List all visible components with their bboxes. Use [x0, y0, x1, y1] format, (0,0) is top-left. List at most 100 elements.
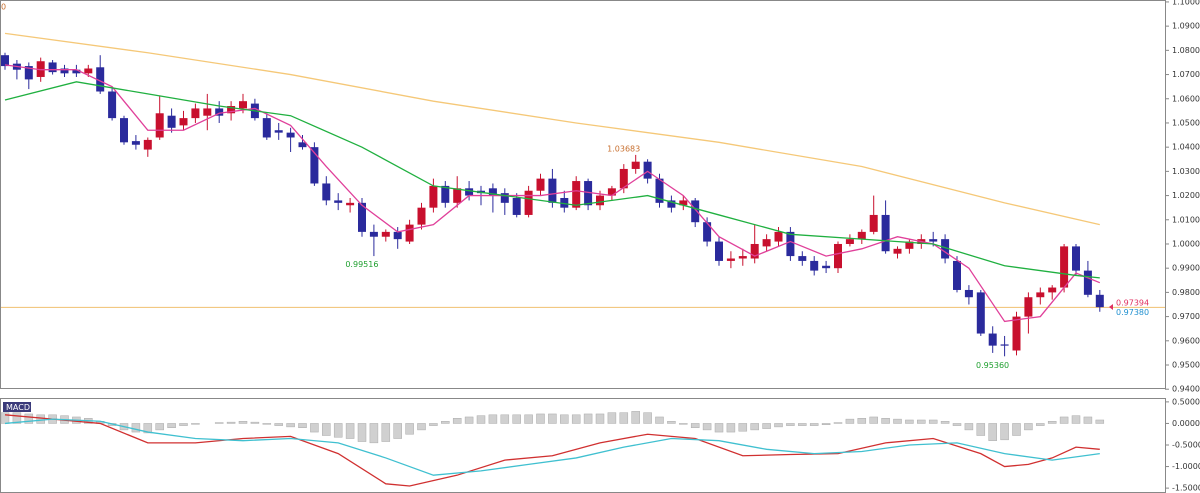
candle-body: [48, 62, 57, 73]
macd-bar: [869, 416, 878, 424]
macd-bar: [762, 423, 771, 429]
candle-body: [203, 108, 212, 116]
candle-body: [334, 200, 343, 203]
y-tick-label: 1.06000: [1172, 94, 1200, 103]
candle-body: [762, 239, 771, 247]
candle-body: [619, 168, 628, 189]
macd-bar: [595, 413, 605, 424]
candle-body: [239, 101, 247, 109]
macd-bar: [571, 414, 581, 424]
candle-body: [131, 141, 140, 145]
y-tick-label: 1.05000: [1172, 118, 1200, 127]
candle-body: [429, 185, 438, 208]
macd-bar: [952, 423, 962, 426]
candle-body: [941, 239, 950, 259]
candle-body: [369, 231, 378, 237]
candle-body: [1083, 270, 1092, 295]
candle-body: [893, 248, 902, 254]
candle-body: [834, 243, 842, 269]
candle-body: [84, 68, 93, 74]
candle-body: [691, 200, 700, 223]
macd-bar: [429, 423, 438, 426]
macd-bar: [845, 418, 855, 424]
macd-bar: [36, 414, 45, 424]
macd-bar: [738, 423, 748, 432]
candle-body: [417, 207, 426, 225]
candle-body: [24, 66, 33, 80]
macd-bar: [988, 423, 997, 441]
macd-panel: [0, 398, 1166, 493]
macd-bar: [405, 423, 414, 435]
macd-bar: [298, 423, 307, 429]
candle-body: [715, 241, 723, 261]
candle-body: [774, 231, 783, 242]
macd-bar: [155, 423, 164, 431]
candle-body: [179, 118, 188, 126]
candle-body: [786, 231, 795, 257]
macd-bar: [702, 423, 712, 431]
candle-body: [465, 188, 474, 196]
candle-body: [108, 91, 117, 119]
macd-bar: [667, 421, 676, 424]
macd-bar: [167, 423, 176, 429]
candle-body: [1036, 292, 1045, 298]
candle-body: [548, 178, 557, 203]
macd-bar: [893, 418, 902, 424]
candle-body: [536, 178, 545, 191]
macd-bar: [143, 423, 153, 434]
candle-body: [405, 224, 414, 242]
macd-bar: [548, 413, 557, 424]
macd-bar: [1095, 419, 1105, 424]
candle-body: [120, 118, 128, 143]
macd-bar: [905, 419, 914, 424]
macd-bar: [1047, 421, 1057, 424]
macd-y-tick-label: 0.5000: [1172, 397, 1200, 406]
y-tick-label: 1.01000: [1172, 215, 1200, 224]
macd-bar: [476, 415, 486, 424]
candle-body: [857, 231, 866, 240]
candle-body: [453, 188, 462, 203]
candle-body: [798, 256, 807, 261]
macd-bar: [452, 418, 462, 424]
macd-bar: [821, 423, 831, 425]
macd-bar: [417, 423, 426, 431]
candle-body: [869, 214, 878, 232]
macd-bar: [1059, 416, 1069, 424]
macd-bar: [1012, 423, 1021, 436]
candle-body: [393, 231, 402, 240]
candle-body: [596, 195, 604, 206]
price-label: 0.97394: [1116, 299, 1149, 308]
moving-average: [4, 32, 1100, 226]
macd-bar: [643, 412, 652, 424]
macd-bar: [274, 423, 283, 426]
price-marker: [1109, 304, 1113, 311]
annotation: 0.99516: [345, 260, 378, 269]
macd-bar: [286, 423, 295, 428]
macd-bar: [357, 423, 367, 442]
candle-body: [441, 185, 450, 203]
candle-body: [167, 115, 176, 128]
candle-body: [96, 67, 105, 92]
macd-y-tick-label: -0.5000: [1172, 441, 1200, 450]
macd-title: MACD: [6, 403, 30, 412]
macd-bar: [964, 423, 974, 431]
macd-bar: [333, 423, 343, 438]
macd-bar: [262, 423, 272, 425]
macd-bar: [250, 421, 260, 424]
macd-line: [4, 414, 1100, 487]
macd-bar: [191, 423, 200, 425]
macd-bar: [1036, 423, 1045, 426]
candle-body: [262, 118, 271, 138]
candle-body: [655, 178, 664, 203]
candle-body: [953, 260, 961, 290]
corner-label: 0: [1, 3, 6, 12]
macd-bar: [833, 422, 843, 424]
candle-body: [310, 147, 319, 184]
candle-body: [750, 243, 759, 259]
macd-bar: [500, 414, 510, 424]
